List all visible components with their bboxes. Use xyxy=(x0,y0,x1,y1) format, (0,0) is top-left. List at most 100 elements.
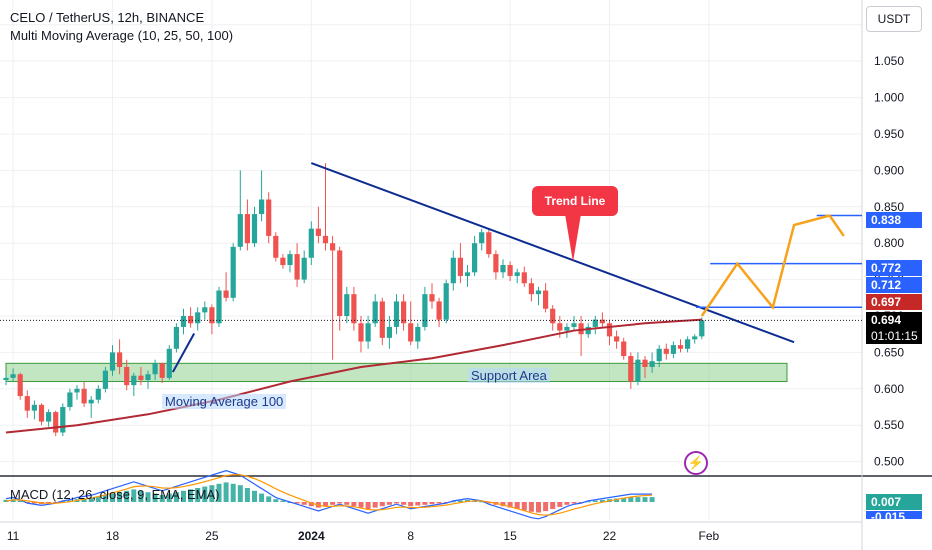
candle xyxy=(543,290,549,309)
macd-bar xyxy=(181,490,186,502)
macd-tag-line: -0.015 xyxy=(871,511,906,519)
bar-countdown: 01:01:15 xyxy=(871,329,918,343)
macd-tag-hist: 0.007 xyxy=(871,495,902,509)
macd-bar xyxy=(145,492,151,502)
candle xyxy=(635,359,641,382)
macd-bar xyxy=(528,502,534,512)
last-price-tag: 0.694 xyxy=(871,313,902,327)
candle xyxy=(535,290,542,295)
macd-bar xyxy=(585,501,591,503)
candle xyxy=(507,265,513,276)
macd-bar xyxy=(557,502,563,507)
candle xyxy=(472,243,478,273)
y-tick-label: 0.500 xyxy=(874,455,904,469)
candle xyxy=(621,341,627,357)
macd-bar xyxy=(152,493,158,502)
candle xyxy=(223,290,229,298)
candle xyxy=(81,388,87,404)
macd-bar xyxy=(195,488,201,502)
macd-tag-bg xyxy=(866,494,922,510)
trend-line xyxy=(310,162,795,344)
macd-line xyxy=(5,470,653,520)
candle xyxy=(379,301,385,338)
candle xyxy=(159,363,165,378)
candle xyxy=(294,254,300,280)
candle xyxy=(117,352,123,367)
x-tick-label: 22 xyxy=(602,529,617,543)
candle xyxy=(401,301,407,324)
macd-bar xyxy=(216,483,222,502)
candle xyxy=(152,363,158,375)
y-tick-label: 1.000 xyxy=(874,91,904,105)
candle xyxy=(209,307,215,324)
candle xyxy=(614,336,620,342)
candle xyxy=(173,326,179,349)
macd-bar xyxy=(635,497,641,502)
candle xyxy=(202,307,208,313)
candle xyxy=(273,235,279,258)
candle xyxy=(514,272,520,276)
price-tag-bg xyxy=(866,277,922,293)
x-tick-label: 11 xyxy=(6,529,20,543)
macd-bar xyxy=(500,502,506,507)
candle xyxy=(500,265,506,273)
currency-button[interactable]: USDT xyxy=(866,6,922,32)
macd-bar xyxy=(550,502,556,509)
candle xyxy=(180,316,187,327)
macd-bar xyxy=(401,502,407,505)
candle xyxy=(550,308,556,324)
candle xyxy=(571,323,577,327)
support-area-label: Support Area xyxy=(468,368,550,383)
x-tick-label: 2024 xyxy=(297,529,325,543)
macd-bar xyxy=(372,502,378,508)
price-tag-0772: 0.772 xyxy=(871,261,902,275)
candle xyxy=(656,348,662,362)
candle xyxy=(10,374,16,378)
macd-bar xyxy=(614,498,620,502)
short-trend-ray xyxy=(171,332,196,373)
macd-bar xyxy=(649,497,655,502)
candle xyxy=(266,199,272,236)
macd-bar xyxy=(351,502,357,507)
candle xyxy=(88,399,94,404)
macd-bar xyxy=(10,499,16,502)
candle xyxy=(102,370,108,389)
macd-bar xyxy=(308,502,314,507)
candle xyxy=(351,294,357,324)
macd-bar xyxy=(166,493,172,502)
macd-legend[interactable]: MACD (12, 26, close, 9, EMA, EMA) xyxy=(10,487,220,502)
candle xyxy=(429,294,435,302)
macd-bar xyxy=(95,496,101,502)
macd-bar xyxy=(31,502,37,504)
candle xyxy=(53,412,59,433)
price-tag-0838: 0.838 xyxy=(871,213,902,227)
candle xyxy=(699,320,705,337)
lightning-icon[interactable]: ⚡ xyxy=(684,451,708,475)
candle xyxy=(46,412,52,422)
candle xyxy=(244,214,250,244)
candle xyxy=(358,323,364,342)
indicator-legend[interactable]: Multi Moving Average (10, 25, 50, 100) xyxy=(10,28,234,43)
candle xyxy=(17,374,23,397)
macd-bar xyxy=(592,500,598,502)
macd-bar xyxy=(60,501,66,503)
candle xyxy=(585,326,591,335)
price-tag-0697: 0.697 xyxy=(871,295,902,309)
macd-tag-bg xyxy=(866,511,922,519)
candle xyxy=(557,323,563,331)
candle xyxy=(649,361,655,367)
macd-bar xyxy=(621,497,627,502)
candle xyxy=(124,366,130,386)
macd-bar xyxy=(337,502,343,504)
candle xyxy=(145,374,151,381)
macd-bar xyxy=(344,502,350,505)
candle xyxy=(344,294,350,316)
macd-bar xyxy=(209,485,215,502)
x-tick-label: Feb xyxy=(698,529,720,543)
candle xyxy=(195,312,201,324)
macd-bar xyxy=(365,502,371,509)
macd-bar xyxy=(244,488,250,502)
x-tick-label: 8 xyxy=(407,529,415,543)
candle xyxy=(677,345,684,349)
